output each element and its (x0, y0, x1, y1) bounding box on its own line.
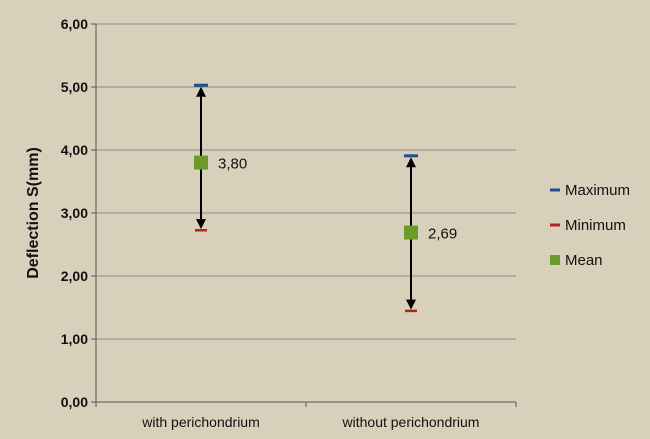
maximum-marker (194, 83, 208, 87)
x-tick-label: without perichondrium (342, 414, 480, 430)
y-tick-label: 5,00 (61, 79, 88, 95)
mean-marker (404, 225, 418, 240)
arrow-head-up (406, 157, 416, 168)
y-tick-label: 4,00 (61, 142, 88, 158)
y-tick-labels: 0,00 1,00 2,00 3,00 4,00 5,00 6,00 (61, 16, 96, 410)
gridlines (96, 23, 516, 340)
legend-label-mean: Mean (565, 252, 603, 269)
minimum-marker (405, 309, 417, 313)
arrow-head-down (196, 219, 206, 230)
y-axis-label: Deflection S(mm) (25, 147, 42, 279)
legend: Maximum Minimum Mean (550, 182, 630, 269)
y-tick-label: 0,00 (61, 394, 88, 410)
x-tick-label: with perichondrium (141, 414, 260, 430)
mean-data-label: 3,80 (218, 156, 247, 173)
mean-data-label: 2,69 (428, 226, 457, 243)
y-tick-label: 3,00 (61, 205, 88, 221)
arrow-head-up (196, 86, 206, 97)
minimum-marker (195, 229, 207, 232)
x-tick-labels: with perichondrium without perichondrium (95, 402, 517, 430)
legend-label-minimum: Minimum (565, 217, 626, 234)
maximum-marker (404, 154, 418, 158)
y-tick-label: 2,00 (61, 268, 88, 284)
legend-swatch-maximum (550, 188, 560, 192)
data-marks: 3,80 2,69 (194, 83, 457, 313)
legend-label-maximum: Maximum (565, 182, 630, 199)
legend-swatch-minimum (550, 223, 560, 227)
mean-marker (194, 155, 208, 170)
arrow-head-down (406, 299, 416, 310)
legend-swatch-mean (550, 255, 560, 265)
y-tick-label: 1,00 (61, 331, 88, 347)
y-tick-label: 6,00 (61, 16, 88, 32)
